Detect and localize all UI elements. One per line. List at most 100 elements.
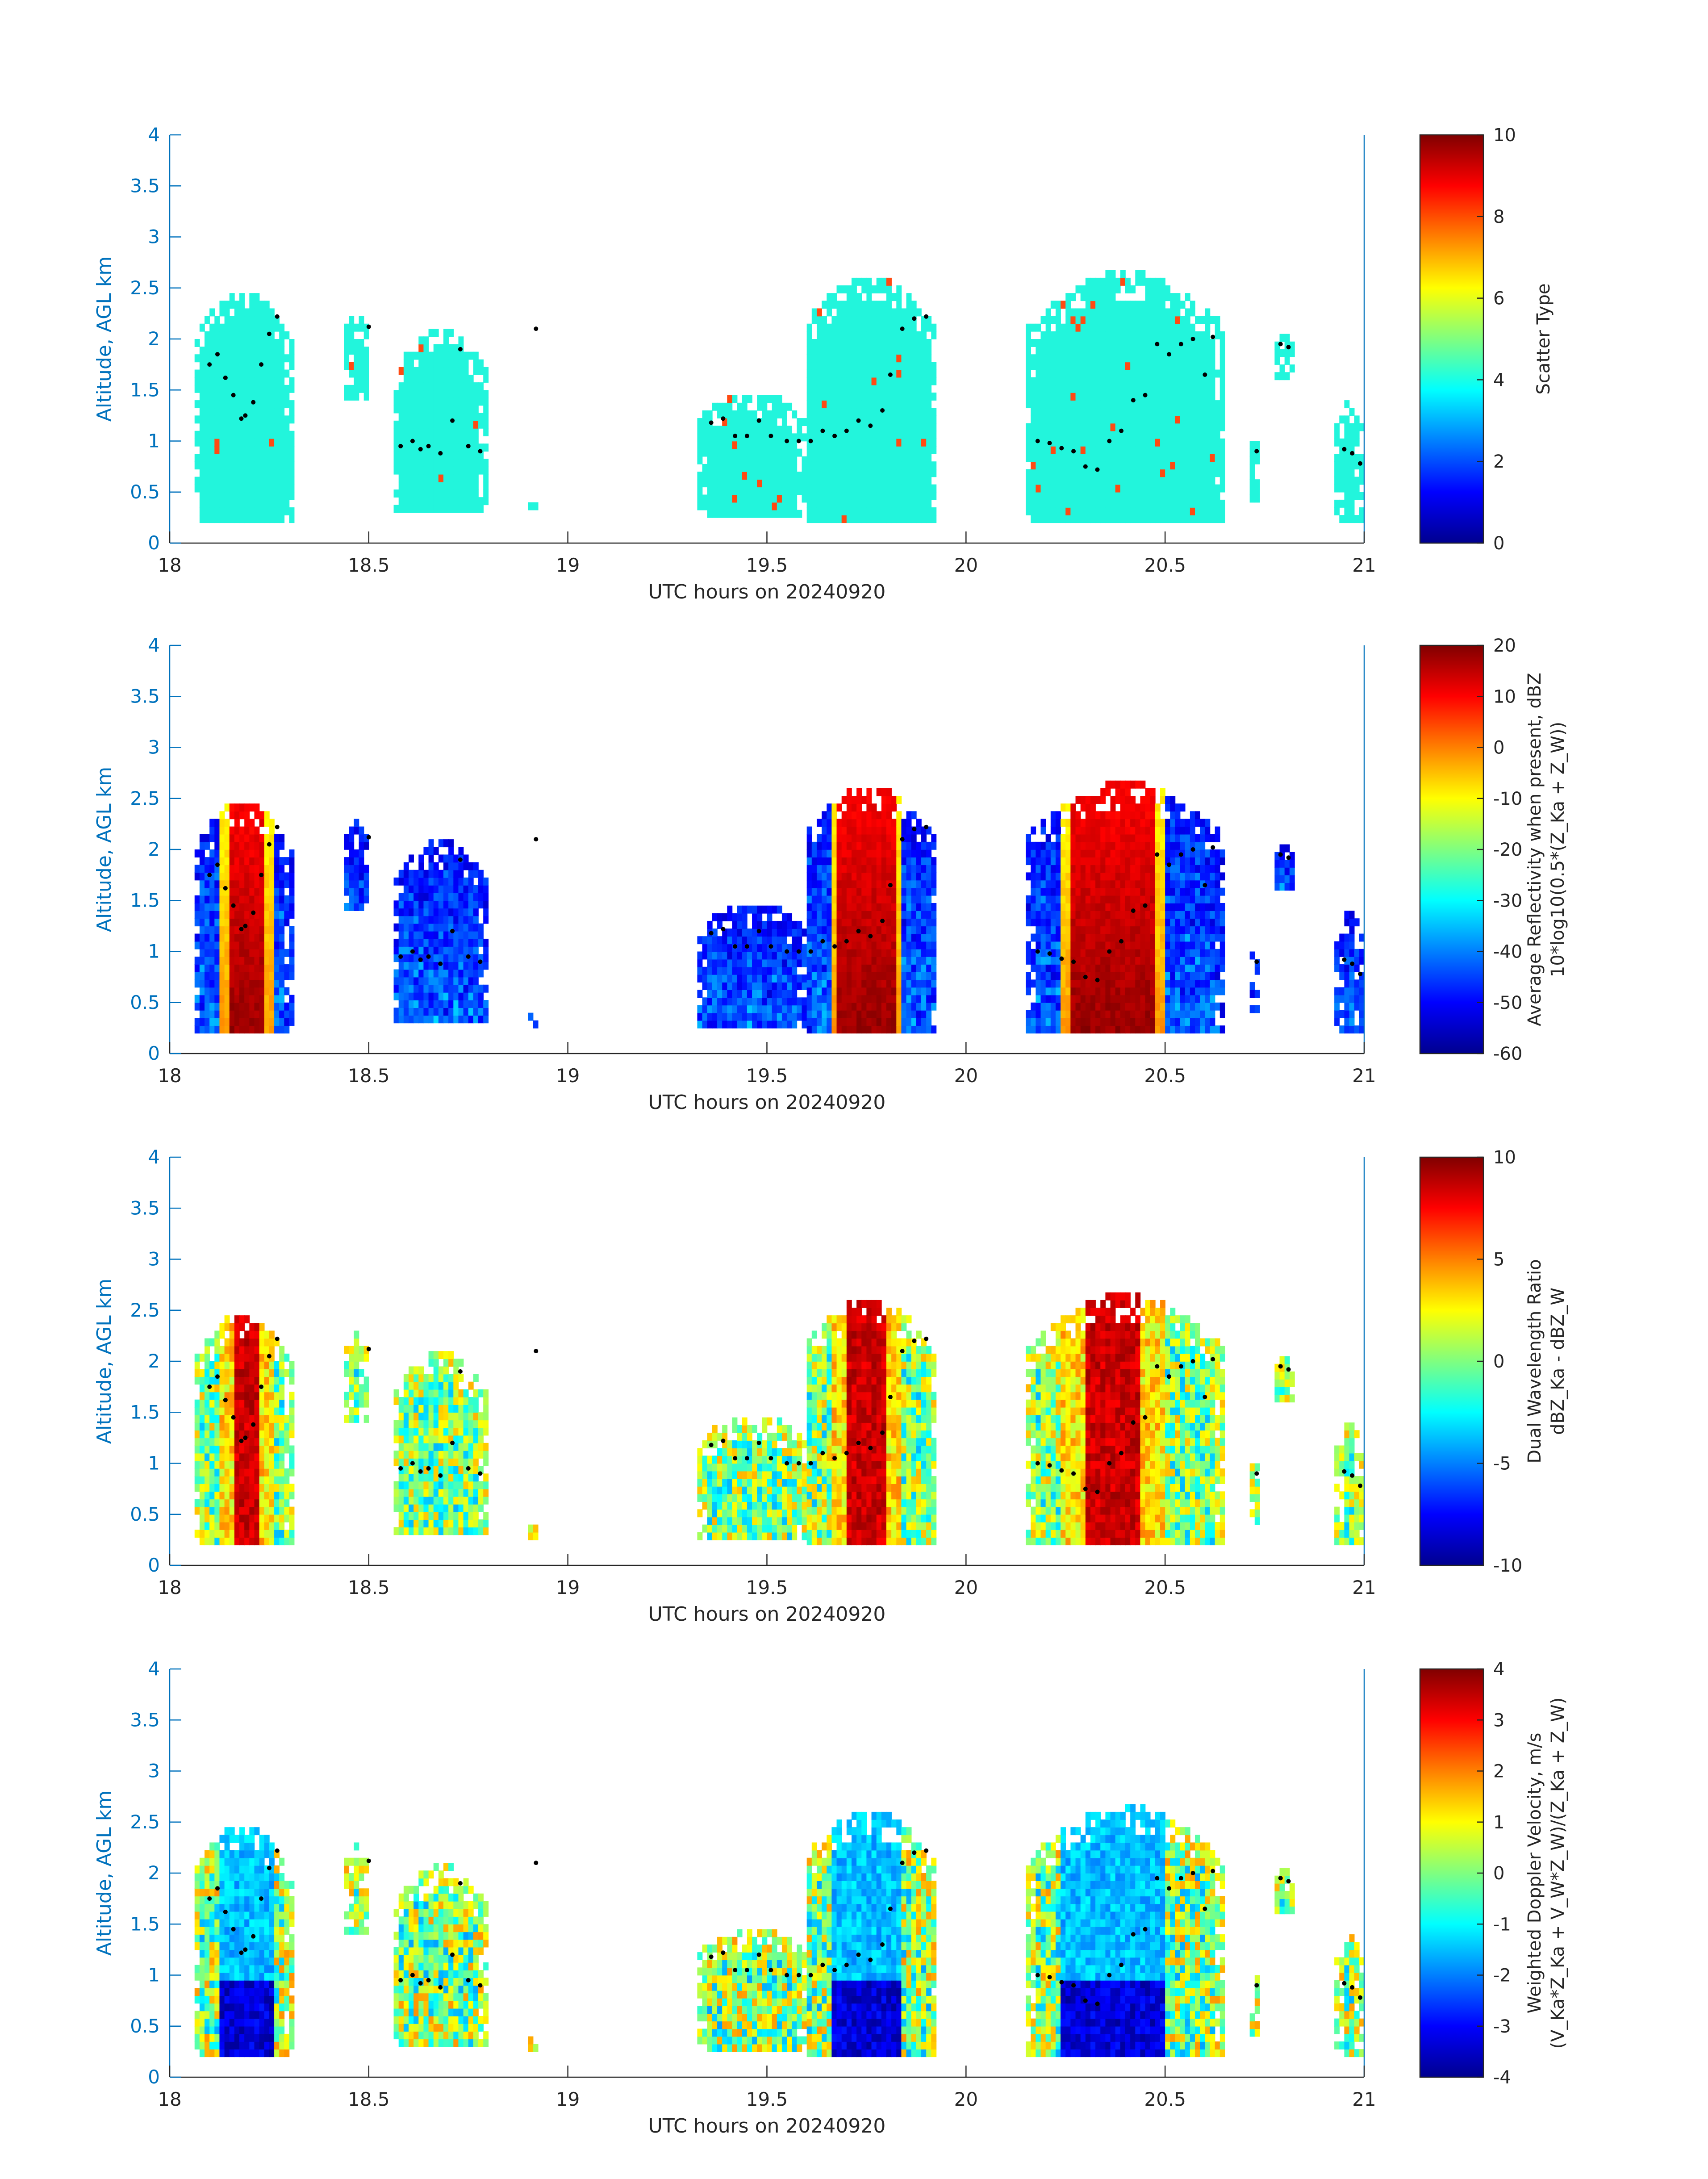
heatmap-cell xyxy=(1145,339,1151,347)
heatmap-cell xyxy=(413,1008,419,1016)
heatmap-cell xyxy=(1056,393,1061,401)
heatmap-cell xyxy=(264,370,270,378)
heatmap-cell xyxy=(1185,316,1190,324)
heatmap-cell xyxy=(1056,461,1061,469)
heatmap-cell xyxy=(1076,507,1081,515)
heatmap-cell xyxy=(852,1025,857,1033)
heatmap-cell xyxy=(712,1020,718,1029)
heatmap-cell xyxy=(866,469,872,477)
heatmap-cell xyxy=(787,1020,792,1029)
heatmap-cell xyxy=(901,446,906,454)
heatmap-cell xyxy=(234,803,240,811)
heatmap-cell xyxy=(877,370,882,378)
heatmap-cell xyxy=(1046,469,1051,477)
heatmap-cell xyxy=(762,464,767,472)
heatmap-cell xyxy=(1130,370,1136,378)
heatmap-cell xyxy=(1220,400,1225,408)
heatmap-cell xyxy=(458,954,464,962)
heatmap-cell xyxy=(742,982,748,990)
heatmap-cell xyxy=(752,906,757,914)
heatmap-cell xyxy=(264,1025,270,1033)
heatmap-cell xyxy=(697,441,702,449)
heatmap-cell xyxy=(807,415,812,423)
heatmap-cell xyxy=(399,489,404,498)
heatmap-cell xyxy=(1160,454,1165,462)
heatmap-cell xyxy=(219,834,225,842)
heatmap-cell xyxy=(1041,400,1046,408)
heatmap-cell xyxy=(1026,507,1031,515)
heatmap-cell xyxy=(244,385,250,393)
heatmap-cell xyxy=(195,957,200,965)
heatmap-cell xyxy=(1051,339,1056,347)
heatmap-cell xyxy=(1220,393,1225,401)
heatmap-cell xyxy=(404,893,409,901)
heatmap-cell xyxy=(856,308,862,316)
heatmap-cell xyxy=(209,895,215,903)
heatmap-cell xyxy=(249,362,255,370)
heatmap-cell xyxy=(1210,446,1215,454)
heatmap-cell xyxy=(1061,362,1066,370)
heatmap-cell xyxy=(259,500,265,508)
heatmap-cell xyxy=(1076,469,1081,477)
heatmap-cell xyxy=(264,316,270,324)
heatmap-cell xyxy=(399,893,404,901)
heatmap-cell xyxy=(200,469,205,477)
heatmap-cell xyxy=(762,936,767,944)
heatmap-cell xyxy=(1135,324,1140,332)
heatmap-cell xyxy=(847,918,852,926)
heatmap-cell xyxy=(448,474,454,482)
heatmap-cell xyxy=(209,393,215,401)
heatmap-cell xyxy=(807,1003,812,1011)
heatmap-cell xyxy=(249,461,255,469)
heatmap-cell xyxy=(234,354,240,362)
heatmap-cell xyxy=(911,515,917,523)
heatmap-cell xyxy=(423,962,429,970)
heatmap-cell xyxy=(394,1015,399,1023)
heatmap-cell xyxy=(1155,469,1161,477)
heatmap-cell xyxy=(792,456,797,464)
heatmap-cell xyxy=(1065,515,1071,523)
heatmap-cell xyxy=(732,456,737,464)
heatmap-cell xyxy=(453,352,459,360)
heatmap-cell xyxy=(921,370,927,378)
heatmap-cell xyxy=(1195,461,1200,469)
heatmap-cell xyxy=(901,469,906,477)
heatmap-cell xyxy=(822,370,827,378)
heatmap-cell xyxy=(423,908,429,916)
heatmap-cell xyxy=(856,385,862,393)
heatmap-cell xyxy=(911,331,917,339)
heatmap-cell xyxy=(732,418,737,426)
heatmap-cell xyxy=(822,849,827,857)
heatmap-cell xyxy=(1165,461,1170,469)
heatmap-cell xyxy=(787,1013,792,1021)
heatmap-cell xyxy=(284,880,289,888)
heatmap-cell xyxy=(1165,339,1170,347)
heatmap-cell xyxy=(856,949,862,957)
heatmap-cell xyxy=(896,339,902,347)
heatmap-cell xyxy=(1065,415,1071,423)
heatmap-cell xyxy=(1081,507,1086,515)
heatmap-cell xyxy=(842,987,847,995)
heatmap-cell xyxy=(1100,278,1106,286)
heatmap-cell xyxy=(1056,439,1061,447)
heatmap-cell xyxy=(827,500,832,508)
heatmap-cell xyxy=(742,921,748,929)
heatmap-cell xyxy=(847,903,852,911)
heatmap-cell xyxy=(399,413,404,421)
heatmap-cell xyxy=(767,928,773,937)
heatmap-cell xyxy=(1070,507,1076,515)
heatmap-cell xyxy=(812,500,817,508)
heatmap-cell xyxy=(464,406,469,414)
heatmap-cell xyxy=(911,308,917,316)
heatmap-cell xyxy=(225,400,230,408)
heatmap-cell xyxy=(812,872,817,880)
heatmap-cell xyxy=(777,959,782,967)
heatmap-cell xyxy=(239,803,245,811)
heatmap-cell xyxy=(722,913,727,921)
heatmap-cell xyxy=(1046,492,1051,500)
heatmap-cell xyxy=(453,360,459,368)
heatmap-cell xyxy=(434,497,439,505)
heatmap-cell xyxy=(200,515,205,523)
heatmap-cell xyxy=(1031,385,1036,393)
heatmap-cell xyxy=(244,446,250,454)
